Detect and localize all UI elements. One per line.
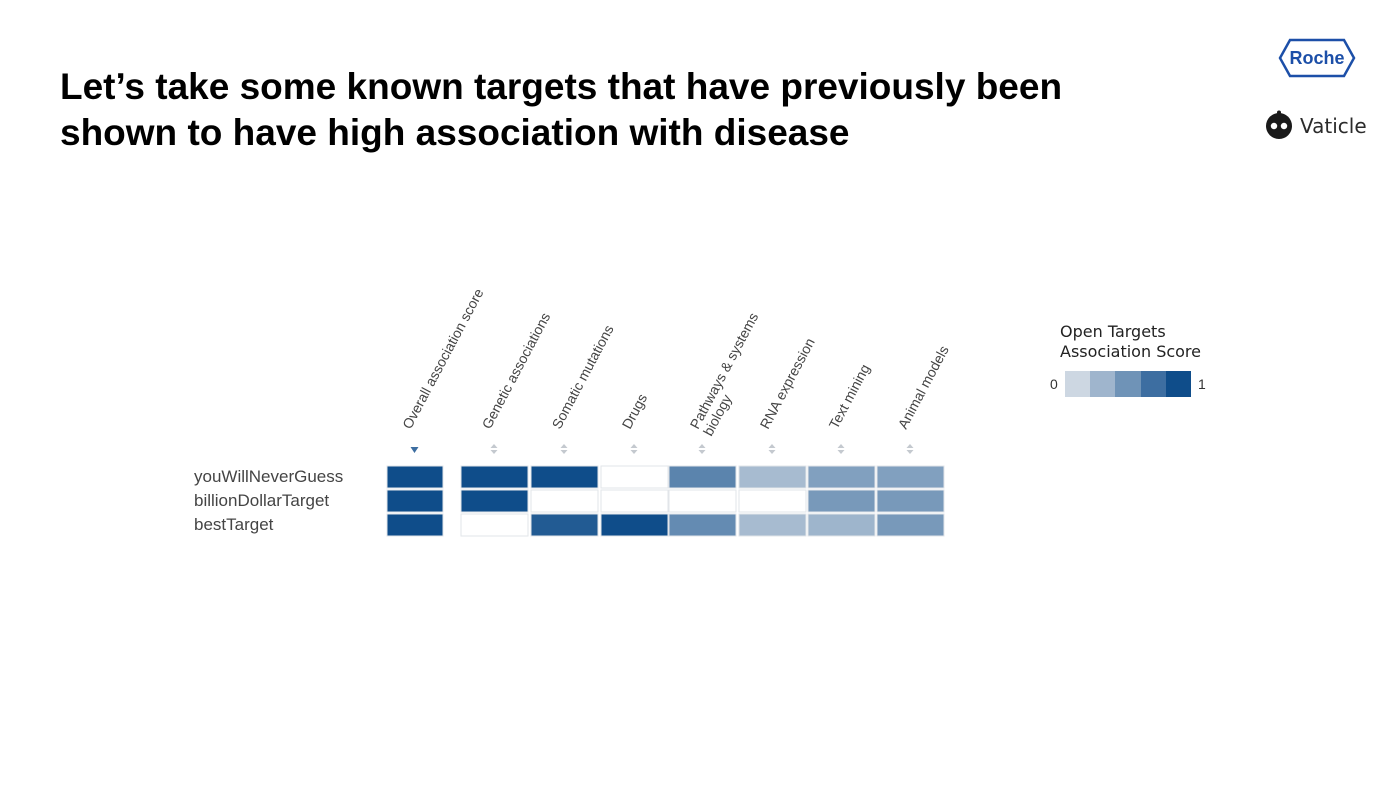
heatmap-cell[interactable]: [600, 489, 669, 513]
column-header-label: Animal models: [895, 343, 952, 432]
column-header-label: Text mining: [826, 361, 873, 431]
column-header-label: Somatic mutations: [549, 322, 617, 431]
heatmap-cell[interactable]: [876, 465, 945, 489]
roche-hexagon-icon: Roche: [1278, 38, 1356, 78]
slide-title-line-2: shown to have high association with dise…: [60, 112, 850, 153]
slide-title: Let’s take some known targets that have …: [60, 64, 1210, 156]
heatmap-cell[interactable]: [738, 489, 807, 513]
legend-max-label: 1: [1198, 376, 1206, 392]
legend-swatch: [1140, 371, 1166, 397]
column-header-label: Genetic associations: [479, 310, 554, 432]
legend-swatch: [1090, 371, 1116, 397]
heatmap-cell[interactable]: [530, 513, 599, 537]
sort-toggle-icon[interactable]: [560, 444, 568, 454]
heatmap-cell[interactable]: [807, 465, 876, 489]
sort-toggle-icon[interactable]: [698, 444, 706, 454]
row-label: billionDollarTarget: [194, 491, 329, 510]
roche-logo: Roche: [1278, 38, 1356, 78]
heatmap-cell[interactable]: [460, 513, 529, 537]
slide-title-line-1: Let’s take some known targets that have …: [60, 66, 1063, 107]
heatmap-cell[interactable]: [600, 465, 669, 489]
column-header[interactable]: Text mining: [826, 361, 873, 431]
heatmap-cell[interactable]: [807, 513, 876, 537]
heatmap-cell[interactable]: [386, 489, 444, 513]
column-header-label: Overall association score: [399, 286, 487, 432]
heatmap-cell[interactable]: [738, 513, 807, 537]
column-header[interactable]: Genetic associations: [479, 310, 554, 432]
sort-toggle-icon[interactable]: [630, 444, 638, 454]
heatmap-cell[interactable]: [460, 465, 529, 489]
column-header[interactable]: Drugs: [619, 391, 651, 431]
column-header-label: RNA expression: [757, 335, 818, 431]
vaticle-logo-text: Vaticle: [1300, 114, 1367, 138]
legend-swatch: [1165, 371, 1192, 397]
heatmap-cell[interactable]: [668, 489, 737, 513]
legend-color-scale: [1065, 371, 1192, 397]
heatmap-cell[interactable]: [876, 489, 945, 513]
legend-swatch: [1115, 371, 1141, 397]
sort-descending-icon[interactable]: [410, 447, 419, 453]
legend-title-line-2: Association Score: [1060, 342, 1201, 361]
legend-title: Open Targets Association Score: [1060, 322, 1201, 362]
heatmap-cell[interactable]: [807, 489, 876, 513]
sort-toggle-icon[interactable]: [837, 444, 845, 454]
row-label: bestTarget: [194, 515, 274, 534]
vaticle-robot-icon: [1266, 110, 1292, 139]
legend-min-label: 0: [1050, 376, 1058, 392]
roche-logo-text: Roche: [1289, 48, 1344, 68]
legend-swatch: [1065, 371, 1091, 397]
heatmap-cell[interactable]: [386, 465, 444, 489]
vaticle-logo: Vaticle: [1264, 110, 1374, 140]
heatmap-cell[interactable]: [530, 489, 599, 513]
column-header[interactable]: Animal models: [895, 343, 952, 432]
heatmap-cell[interactable]: [668, 513, 737, 537]
heatmap-cell[interactable]: [876, 513, 945, 537]
row-label: youWillNeverGuess: [194, 467, 343, 486]
legend-title-line-1: Open Targets: [1060, 322, 1166, 341]
heatmap-cell[interactable]: [460, 489, 529, 513]
sort-toggle-icon[interactable]: [906, 444, 914, 454]
sort-toggle-icon[interactable]: [490, 444, 498, 454]
column-header[interactable]: RNA expression: [757, 335, 818, 431]
heatmap-cell[interactable]: [386, 513, 444, 537]
heatmap-cell[interactable]: [600, 513, 669, 537]
sort-toggle-icon[interactable]: [768, 444, 776, 454]
heatmap-cell[interactable]: [668, 465, 737, 489]
heatmap-cell[interactable]: [738, 465, 807, 489]
column-header-label: Drugs: [619, 391, 651, 431]
heatmap-cell[interactable]: [530, 465, 599, 489]
column-header[interactable]: Somatic mutations: [549, 322, 617, 431]
column-header[interactable]: Overall association score: [399, 286, 487, 432]
